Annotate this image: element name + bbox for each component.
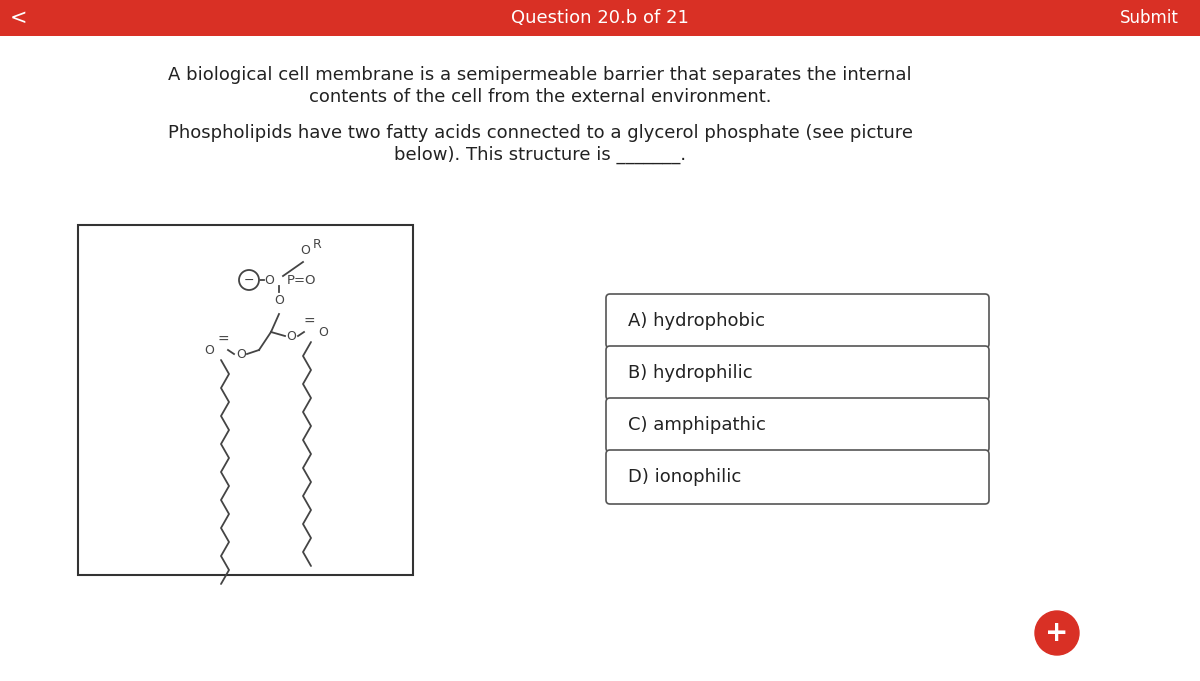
Text: A) hydrophobic: A) hydrophobic bbox=[628, 312, 766, 330]
Text: O: O bbox=[286, 330, 296, 343]
Text: O: O bbox=[204, 343, 214, 356]
Text: O: O bbox=[236, 347, 246, 360]
Text: P=O: P=O bbox=[287, 274, 317, 287]
Text: −: − bbox=[244, 274, 254, 287]
Text: Phospholipids have two fatty acids connected to a glycerol phosphate (see pictur: Phospholipids have two fatty acids conne… bbox=[168, 124, 912, 142]
Text: <: < bbox=[10, 8, 26, 28]
Bar bbox=[0, 0, 1200, 36]
Text: Question 20.b of 21: Question 20.b of 21 bbox=[511, 9, 689, 27]
Text: C) amphipathic: C) amphipathic bbox=[628, 416, 766, 434]
Text: O: O bbox=[264, 274, 274, 287]
Circle shape bbox=[239, 270, 259, 290]
Text: O: O bbox=[300, 244, 310, 257]
Text: A biological cell membrane is a semipermeable barrier that separates the interna: A biological cell membrane is a semiperm… bbox=[168, 66, 912, 84]
Text: below). This structure is _______.: below). This structure is _______. bbox=[394, 146, 686, 164]
Text: O: O bbox=[318, 326, 328, 338]
Circle shape bbox=[1034, 611, 1079, 655]
Text: Submit: Submit bbox=[1120, 9, 1178, 27]
Text: contents of the cell from the external environment.: contents of the cell from the external e… bbox=[308, 88, 772, 106]
Text: D) ionophilic: D) ionophilic bbox=[628, 468, 742, 486]
Text: =: = bbox=[304, 315, 314, 329]
FancyBboxPatch shape bbox=[606, 450, 989, 504]
FancyBboxPatch shape bbox=[606, 398, 989, 452]
FancyBboxPatch shape bbox=[606, 294, 989, 348]
Text: B) hydrophilic: B) hydrophilic bbox=[628, 364, 752, 382]
Text: O: O bbox=[274, 294, 284, 306]
FancyBboxPatch shape bbox=[606, 346, 989, 400]
Text: =: = bbox=[217, 333, 229, 347]
Text: R: R bbox=[313, 238, 322, 251]
Text: +: + bbox=[1045, 619, 1069, 647]
FancyBboxPatch shape bbox=[78, 225, 413, 575]
